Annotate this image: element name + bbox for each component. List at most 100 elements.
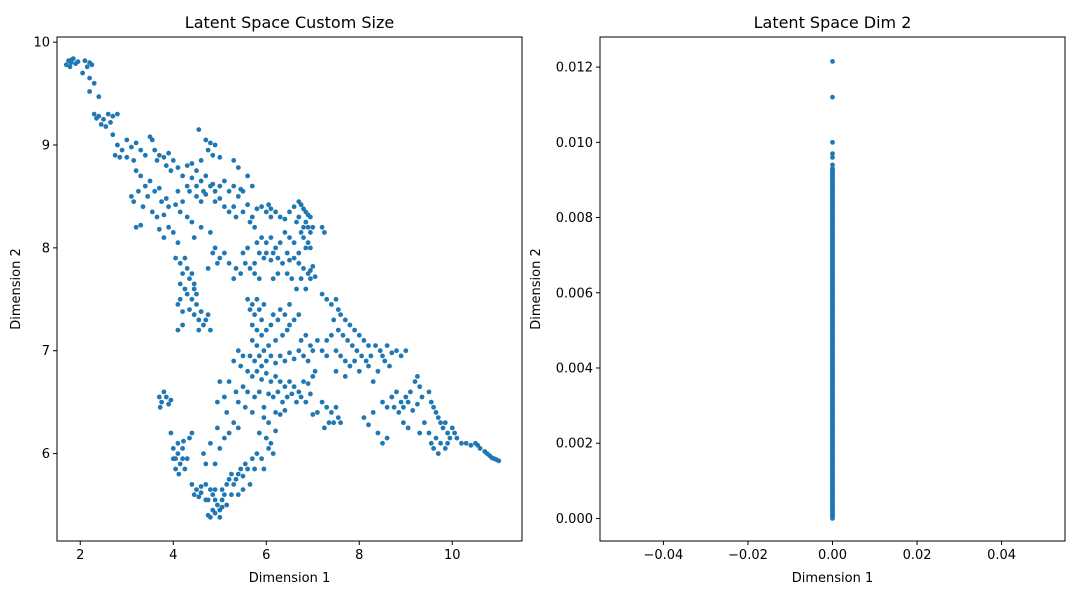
chart-title: Latent Space Custom Size — [185, 13, 394, 32]
data-point — [240, 209, 246, 215]
data-point — [287, 302, 292, 307]
data-point — [303, 245, 309, 251]
data-point — [401, 420, 406, 426]
data-point — [275, 271, 281, 276]
data-point — [410, 408, 416, 413]
data-point — [110, 113, 116, 119]
data-point — [273, 428, 278, 434]
data-point — [454, 435, 460, 441]
data-point — [133, 224, 139, 230]
data-point — [217, 255, 223, 261]
data-point — [263, 209, 269, 215]
data-point — [268, 353, 274, 359]
data-point — [249, 456, 255, 462]
data-point — [224, 482, 230, 487]
data-point — [187, 276, 192, 282]
data-point — [463, 440, 469, 446]
data-point — [235, 425, 241, 431]
data-point — [268, 257, 274, 263]
data-point — [196, 127, 202, 132]
data-point — [180, 322, 186, 328]
data-point — [168, 397, 174, 403]
data-point — [235, 492, 241, 498]
data-point — [301, 224, 306, 230]
data-point — [256, 389, 262, 395]
data-point — [380, 440, 385, 446]
data-point — [370, 379, 376, 384]
data-point — [259, 363, 264, 369]
data-point — [231, 158, 237, 163]
data-point — [203, 137, 209, 143]
data-point — [254, 343, 260, 348]
data-point — [240, 487, 246, 492]
data-point — [173, 202, 179, 208]
data-point — [161, 212, 167, 218]
data-point — [212, 510, 218, 516]
data-point — [310, 224, 316, 230]
y-axis-label: Dimension 2 — [529, 248, 544, 330]
data-point — [222, 492, 227, 498]
data-point — [349, 343, 355, 348]
data-point — [175, 440, 181, 446]
scatter-points — [830, 59, 835, 521]
data-point — [256, 307, 262, 312]
data-point — [347, 322, 353, 328]
data-point — [428, 440, 434, 446]
data-point — [245, 389, 251, 395]
data-point — [333, 404, 339, 410]
data-point — [235, 348, 241, 354]
data-point — [259, 204, 264, 210]
data-point — [254, 296, 260, 302]
data-point — [310, 374, 316, 379]
data-point — [233, 389, 239, 395]
data-point — [210, 492, 216, 498]
data-point — [291, 317, 297, 323]
data-point — [177, 281, 183, 287]
data-point — [263, 435, 269, 441]
data-point — [273, 245, 278, 251]
y-tick-label: 0.006 — [556, 286, 593, 301]
data-point — [161, 389, 167, 395]
data-point — [194, 302, 199, 307]
x-axis-label: Dimension 1 — [792, 571, 874, 586]
data-point — [115, 111, 120, 117]
data-point — [361, 338, 367, 343]
y-tick-label: 8 — [42, 241, 50, 256]
data-point — [103, 124, 109, 129]
data-point — [208, 140, 213, 146]
data-point — [184, 291, 190, 297]
data-point — [242, 404, 248, 410]
data-point — [324, 296, 330, 302]
data-point — [189, 296, 195, 302]
data-point — [212, 461, 218, 467]
data-point — [222, 178, 227, 184]
data-point — [324, 404, 330, 410]
data-point — [338, 312, 343, 318]
data-point — [422, 420, 427, 426]
data-point — [435, 451, 441, 456]
x-tick-label: 8 — [355, 548, 363, 563]
data-point — [375, 430, 381, 436]
data-point — [249, 302, 255, 307]
data-point — [163, 196, 169, 201]
data-point — [177, 461, 183, 467]
data-point — [212, 245, 218, 251]
data-point — [289, 391, 295, 397]
data-point — [163, 163, 169, 169]
data-point — [266, 391, 271, 397]
data-point — [117, 154, 123, 160]
data-point — [289, 276, 295, 282]
data-point — [324, 338, 330, 343]
data-point — [233, 214, 239, 220]
data-point — [98, 122, 104, 127]
data-point — [159, 399, 165, 405]
data-point — [235, 471, 241, 477]
data-point — [226, 260, 232, 266]
data-point — [233, 266, 239, 271]
data-point — [361, 415, 367, 420]
data-point — [366, 343, 371, 348]
data-point — [80, 70, 85, 76]
data-point — [247, 219, 253, 225]
data-point — [112, 152, 118, 158]
y-tick-label: 0.012 — [556, 61, 593, 76]
